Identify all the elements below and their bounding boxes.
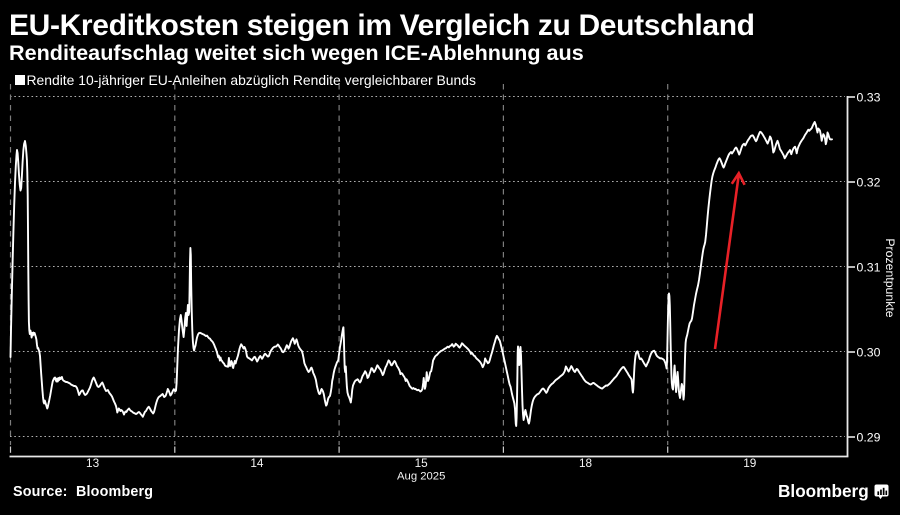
svg-text:19: 19 [743,456,756,470]
svg-text:0.31: 0.31 [857,260,881,274]
svg-text:18: 18 [579,456,593,470]
svg-text:0.29: 0.29 [857,430,881,444]
svg-text:Prozentpunkte: Prozentpunkte [883,238,897,317]
svg-text:0.30: 0.30 [857,345,881,359]
svg-text:14: 14 [250,456,264,470]
svg-text:13: 13 [86,456,100,470]
svg-text:0.33: 0.33 [857,90,881,104]
svg-text:Aug 2025: Aug 2025 [397,471,445,483]
svg-text:15: 15 [415,456,429,470]
svg-text:0.32: 0.32 [857,175,881,189]
